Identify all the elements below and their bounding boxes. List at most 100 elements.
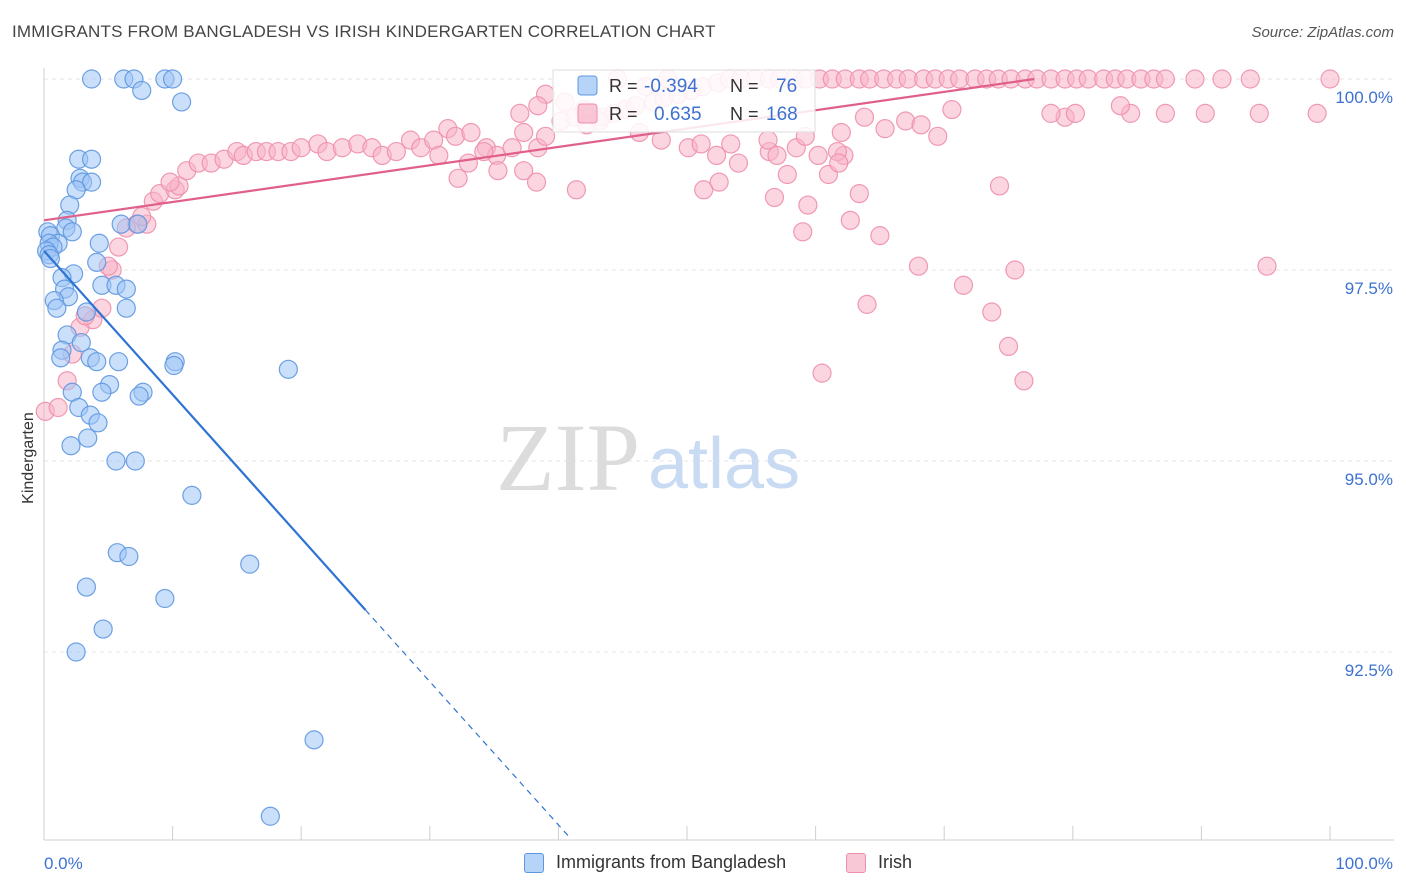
irish-point bbox=[448, 168, 468, 188]
bangladesh-point bbox=[111, 214, 131, 234]
irish-point bbox=[160, 172, 180, 192]
watermark: ZIP atlas bbox=[496, 404, 800, 511]
y-tick-label: 97.5% bbox=[1345, 279, 1393, 298]
legend-n-value-pink: 168 bbox=[766, 104, 798, 125]
legend-r-label-pink: R = bbox=[609, 104, 638, 124]
irish-point bbox=[829, 153, 849, 173]
bangladesh-point bbox=[182, 485, 202, 505]
irish-point bbox=[1041, 103, 1061, 123]
bangladesh-point bbox=[106, 451, 126, 471]
irish-point bbox=[709, 172, 729, 192]
legend-box-swatch-blue bbox=[577, 75, 598, 96]
legend-n-label-blue: N = bbox=[730, 76, 759, 96]
irish-point bbox=[793, 222, 813, 242]
bangladesh-point bbox=[62, 222, 82, 242]
irish-point bbox=[566, 180, 587, 200]
irish-point bbox=[767, 145, 787, 165]
irish-point bbox=[1212, 69, 1232, 89]
legend-swatch-blue bbox=[524, 852, 544, 873]
irish-point bbox=[535, 126, 556, 146]
legend-label-irish: Irish bbox=[878, 852, 913, 872]
irish-point bbox=[528, 96, 548, 116]
bangladesh-point bbox=[81, 172, 102, 192]
irish-point bbox=[694, 180, 714, 200]
irish-point bbox=[728, 153, 749, 173]
irish-point bbox=[808, 145, 828, 165]
x-tick-label: 0.0% bbox=[44, 854, 83, 873]
legend-item-irish[interactable]: Irish bbox=[846, 852, 912, 873]
irish-point bbox=[1155, 69, 1175, 89]
bangladesh-point bbox=[163, 69, 183, 89]
irish-point bbox=[1110, 96, 1130, 116]
irish-points bbox=[35, 69, 1340, 421]
irish-point bbox=[1155, 103, 1175, 123]
irish-point bbox=[854, 107, 875, 127]
bangladesh-point bbox=[87, 252, 107, 272]
bangladesh-point bbox=[128, 214, 148, 234]
bangladesh-point bbox=[92, 382, 112, 402]
legend-label-bangladesh: Immigrants from Bangladesh bbox=[556, 852, 787, 872]
legend-swatch-pink bbox=[846, 852, 866, 873]
bangladesh-point bbox=[119, 546, 139, 567]
irish-point bbox=[831, 122, 851, 143]
irish-point bbox=[777, 164, 797, 185]
irish-trend-line bbox=[43, 77, 1035, 222]
irish-point bbox=[514, 161, 534, 181]
bangladesh-points bbox=[36, 69, 324, 826]
bangladesh-point bbox=[76, 577, 97, 597]
bangladesh-point bbox=[88, 413, 108, 433]
irish-point bbox=[1307, 103, 1327, 123]
irish-point bbox=[840, 210, 860, 230]
bangladesh-point bbox=[129, 386, 149, 406]
irish-point bbox=[982, 302, 1002, 322]
bangladesh-trend-line bbox=[43, 250, 367, 611]
bangladesh-point bbox=[87, 352, 107, 372]
source-label: Source: ZipAtlas.com bbox=[1251, 24, 1394, 41]
y-tick-label: 92.5% bbox=[1345, 661, 1393, 680]
irish-point bbox=[1185, 69, 1205, 89]
bangladesh-point bbox=[125, 451, 145, 471]
watermark-zip: ZIP bbox=[496, 404, 640, 511]
irish-point bbox=[1005, 260, 1025, 280]
bangladesh-point bbox=[108, 352, 129, 372]
bangladesh-point bbox=[66, 642, 86, 662]
irish-point bbox=[458, 153, 478, 173]
bangladesh-point bbox=[89, 233, 109, 253]
irish-point bbox=[857, 294, 877, 314]
irish-point bbox=[48, 397, 68, 418]
bangladesh-point bbox=[132, 80, 152, 101]
irish-point bbox=[908, 256, 929, 276]
bangladesh-point bbox=[81, 69, 102, 89]
irish-point bbox=[928, 126, 948, 146]
bangladesh-point bbox=[260, 806, 280, 826]
irish-point bbox=[108, 237, 129, 257]
irish-point bbox=[1320, 69, 1340, 89]
bangladesh-point bbox=[51, 348, 71, 368]
y-tick-label: 95.0% bbox=[1345, 470, 1393, 489]
watermark-atlas: atlas bbox=[648, 424, 800, 504]
irish-point bbox=[514, 122, 534, 143]
irish-point bbox=[1195, 103, 1215, 123]
irish-point bbox=[291, 138, 311, 158]
bangladesh-point bbox=[116, 298, 136, 318]
irish-point bbox=[1240, 69, 1260, 89]
bangladesh-point bbox=[81, 149, 102, 169]
irish-point bbox=[386, 141, 406, 162]
legend-r-value-pink: 0.635 bbox=[654, 104, 702, 125]
legend-item-bangladesh[interactable]: Immigrants from Bangladesh bbox=[524, 852, 786, 873]
irish-point bbox=[526, 172, 547, 192]
bangladesh-point bbox=[240, 554, 260, 574]
bangladesh-point bbox=[155, 588, 175, 609]
y-tick-label: 100.0% bbox=[1335, 88, 1393, 107]
x-tick-label: 100.0% bbox=[1335, 854, 1393, 873]
irish-point bbox=[1014, 371, 1034, 391]
irish-point bbox=[488, 161, 508, 181]
irish-point bbox=[812, 363, 832, 383]
legend-r-value-blue: -0.394 bbox=[644, 76, 698, 97]
irish-point bbox=[1257, 256, 1277, 276]
bangladesh-point bbox=[304, 730, 324, 750]
bangladesh-point bbox=[278, 359, 298, 379]
irish-point bbox=[1249, 103, 1269, 123]
irish-point bbox=[706, 145, 727, 165]
irish-point bbox=[764, 187, 785, 208]
